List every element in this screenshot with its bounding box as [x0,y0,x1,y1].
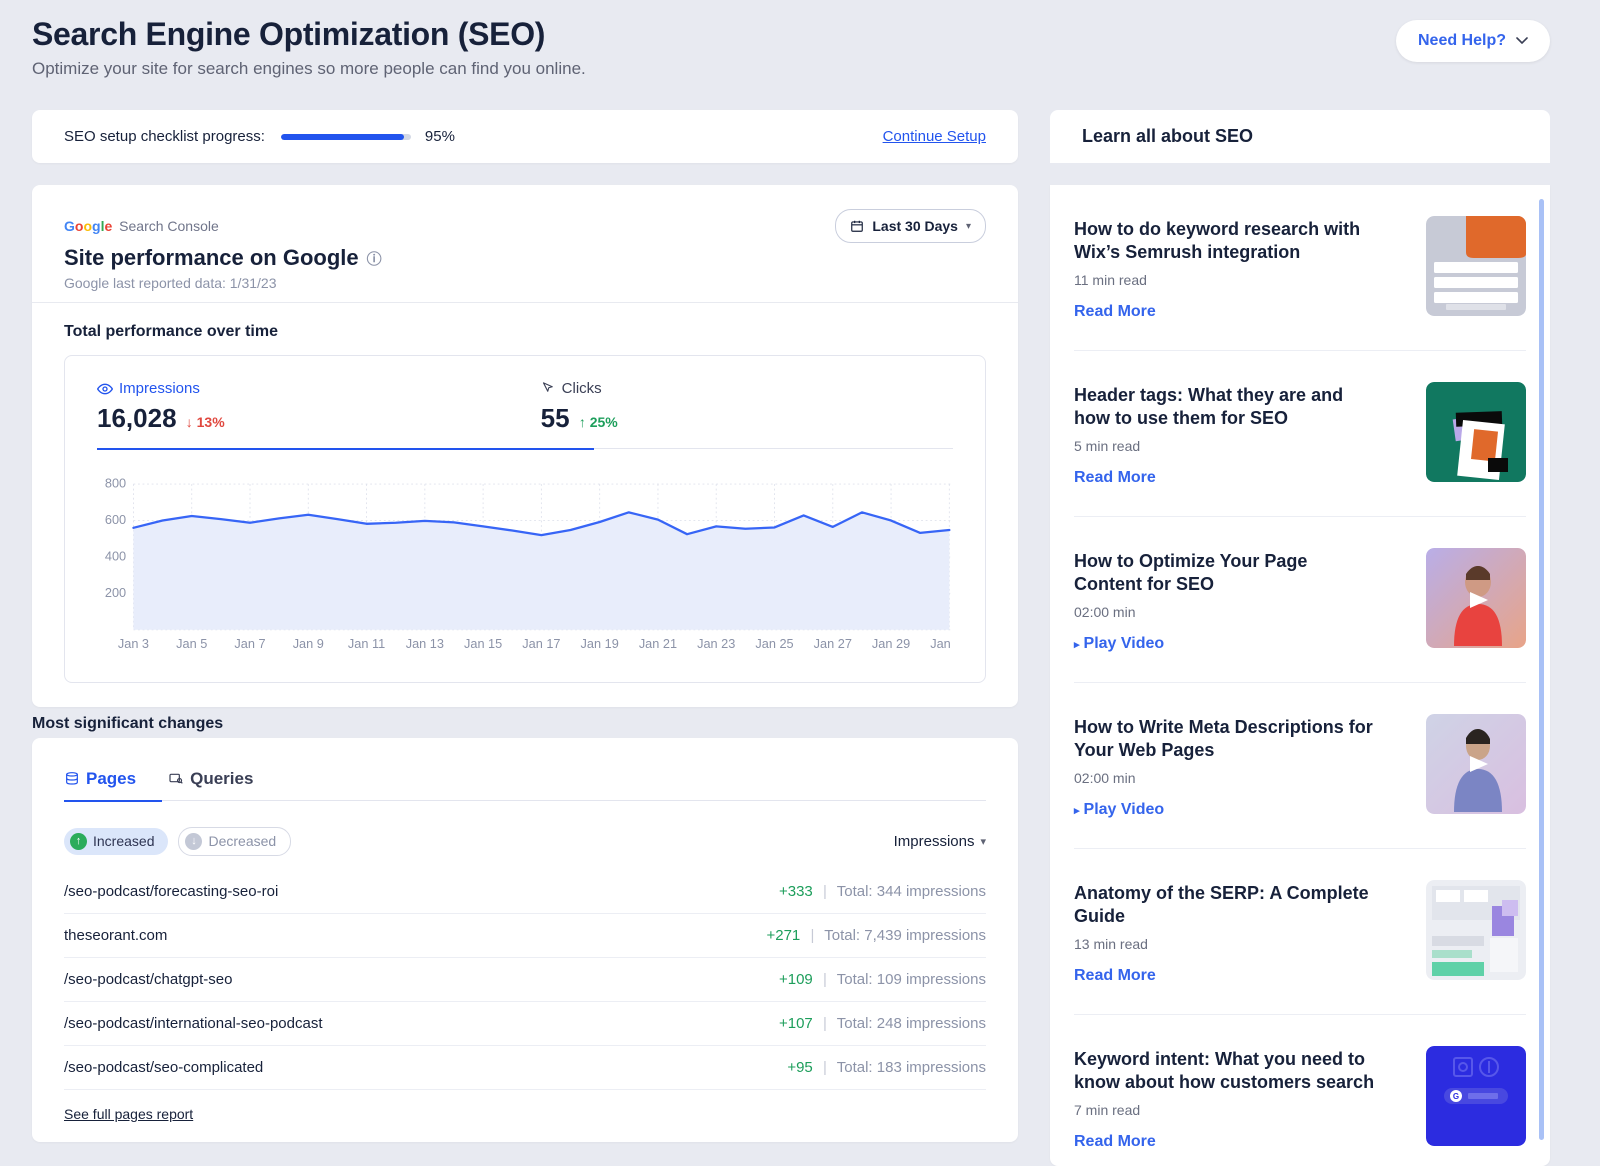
svg-text:Jan 31: Jan 31 [930,636,953,651]
svg-text:Jan 15: Jan 15 [464,636,502,651]
svg-text:Jan 11: Jan 11 [348,636,385,651]
svg-text:Jan 3: Jan 3 [118,636,149,651]
svg-text:Jan 5: Jan 5 [176,636,207,651]
svg-text:200: 200 [105,585,126,600]
svg-text:600: 600 [105,512,126,527]
svg-text:800: 800 [105,476,126,491]
svg-text:400: 400 [105,549,126,564]
svg-text:Jan 29: Jan 29 [872,636,910,651]
svg-text:Jan 23: Jan 23 [697,636,735,651]
svg-text:Jan 13: Jan 13 [406,636,444,651]
svg-text:Jan 25: Jan 25 [755,636,793,651]
svg-text:Jan 17: Jan 17 [522,636,560,651]
svg-text:Jan 27: Jan 27 [814,636,852,651]
svg-text:Jan 7: Jan 7 [234,636,265,651]
svg-text:Jan 19: Jan 19 [581,636,619,651]
svg-text:G: G [1453,1092,1459,1101]
svg-text:Jan 9: Jan 9 [293,636,324,651]
svg-text:Jan 21: Jan 21 [639,636,677,651]
